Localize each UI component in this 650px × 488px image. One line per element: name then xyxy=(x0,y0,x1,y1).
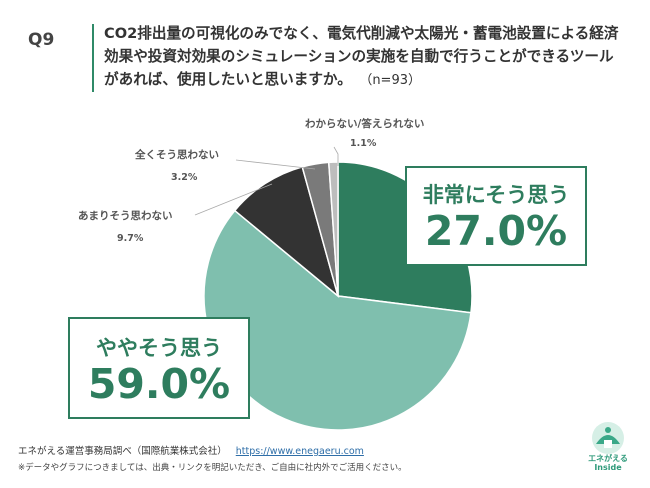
label-notmuch: あまりそう思わない xyxy=(78,209,173,222)
brand-logo: エネがえる Inside xyxy=(582,420,634,480)
value-notmuch: 9.7% xyxy=(117,233,144,244)
leader-line-notatall xyxy=(235,159,316,170)
logo-sub: Inside xyxy=(594,463,622,472)
slice-somewhat-agree xyxy=(203,209,472,431)
leader-line-dontknow xyxy=(333,146,339,166)
leader-lines xyxy=(194,146,339,216)
value-dontknow: 1.1% xyxy=(350,138,377,149)
usage-note: ※データやグラフにつきましては、出典・リンクを明記いただき、ご自由に社内外でご活… xyxy=(18,463,407,473)
source-text: エネがえる運営事務局調べ（国際航業株式会社） xyxy=(18,446,227,457)
label-dontknow: わからない/答えられない xyxy=(305,117,424,130)
logo-icon xyxy=(592,422,624,454)
source-link[interactable]: https://www.enegaeru.com xyxy=(235,446,364,457)
pie-slices xyxy=(203,161,473,431)
callout-somewhat-agree: ややそう思う 59.0% xyxy=(68,317,250,419)
question-divider xyxy=(92,24,94,92)
label-notatall: 全くそう思わない xyxy=(134,148,219,161)
sample-size: （n=93） xyxy=(365,73,421,88)
question-number: Q9 xyxy=(28,30,55,50)
question-body: CO2排出量の可視化のみでなく、電気代削減や太陽光・蓄電池設置による経済効果や投… xyxy=(104,25,619,88)
callout-strongly-agree: 非常にそう思う 27.0% xyxy=(405,166,587,266)
source-line: エネがえる運営事務局調べ（国際航業株式会社） https://www.enega… xyxy=(18,443,364,457)
callout-label-somewhat-agree: ややそう思う xyxy=(96,336,222,360)
logo-name: エネがえる xyxy=(588,454,628,463)
callout-value-strongly-agree: 27.0% xyxy=(424,207,568,255)
callout-label-strongly-agree: 非常にそう思う xyxy=(422,183,570,207)
leader-line-notmuch xyxy=(194,183,273,216)
question-text: CO2排出量の可視化のみでなく、電気代削減や太陽光・蓄電池設置による経済効果や投… xyxy=(104,22,624,92)
value-notatall: 3.2% xyxy=(171,172,198,183)
callout-value-somewhat-agree: 59.0% xyxy=(87,360,231,408)
